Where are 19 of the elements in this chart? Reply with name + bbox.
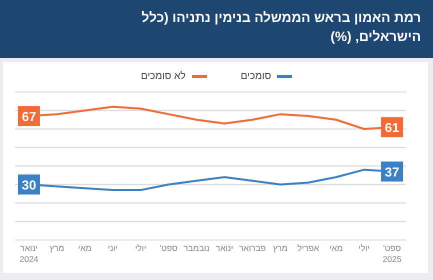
data-label: 37 <box>384 164 400 180</box>
x-tick-label: אפריל <box>297 243 320 253</box>
x-tick-label: מרץ <box>50 243 64 253</box>
x-tick-label: מאי <box>329 243 344 253</box>
legend-label: סומכים <box>240 71 272 82</box>
x-tick-label: יולי <box>358 243 370 253</box>
data-label: 61 <box>384 120 400 136</box>
x-tick-label: פברואר <box>238 243 266 253</box>
data-label: 30 <box>22 178 36 192</box>
x-tick-label: מרץ <box>272 243 288 253</box>
chart-title: רמת האמון בראש הממשלה בנימין נתניהו (כלל הישראלים, (%) <box>140 9 421 46</box>
data-label: 67 <box>22 109 36 124</box>
x-tick-label: יוני <box>108 243 118 253</box>
x-tick-label: ינואר <box>216 243 234 253</box>
x-tick-label: יולי <box>135 243 146 253</box>
x-tick-label: מאי <box>78 243 92 253</box>
x-tick-label: ספט' <box>160 243 178 253</box>
x-tick-label: נובמבר <box>183 243 210 253</box>
legend-label: לא סומכים <box>140 71 186 82</box>
